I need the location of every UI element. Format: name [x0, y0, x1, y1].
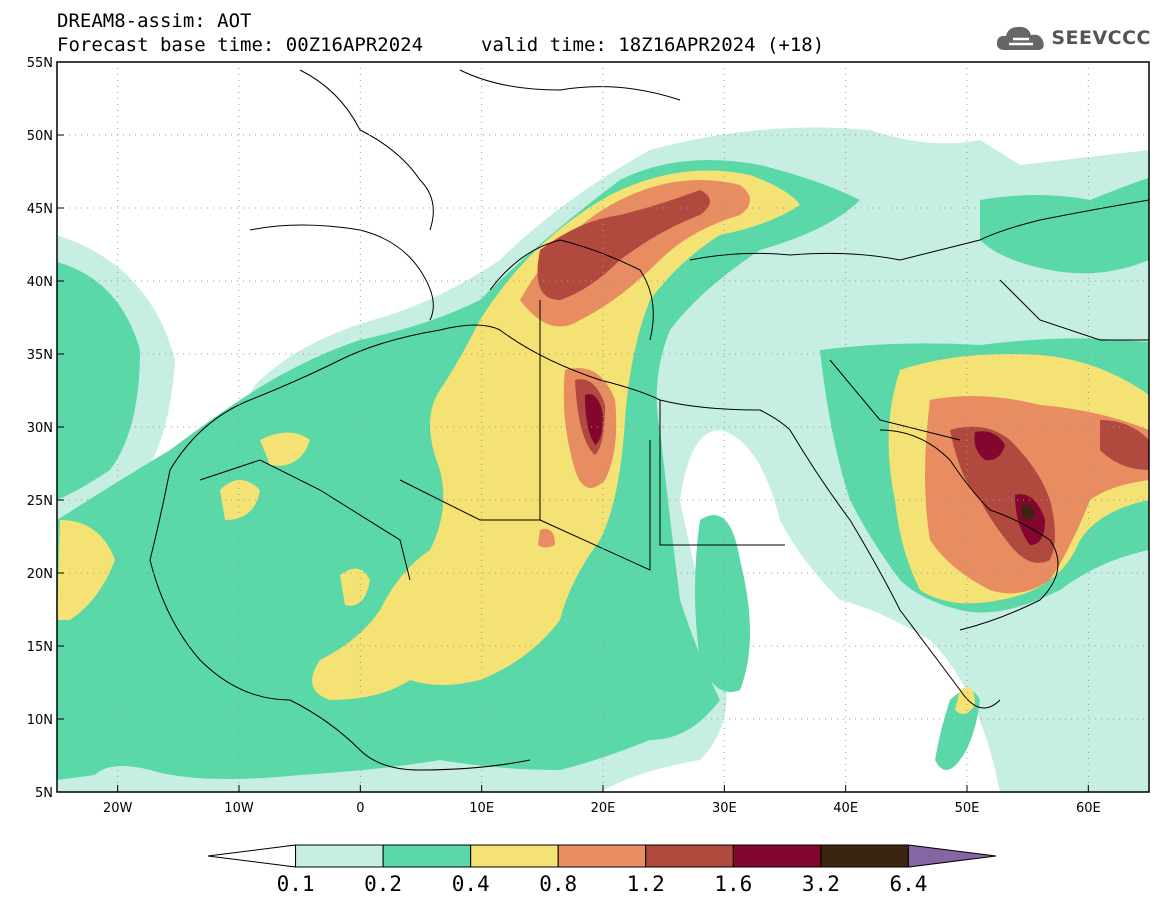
- colorbar-label: 1.6: [714, 872, 752, 896]
- lon-tick-label: 60E: [1076, 801, 1101, 816]
- logo-text: SEEVCCC: [1051, 27, 1151, 49]
- lon-tick-label: 20W: [103, 801, 133, 816]
- time-info: Forecast base time: 00Z16APR2024 valid ti…: [57, 34, 824, 56]
- aot-level-3.2: [1022, 504, 1035, 520]
- colorbar-label: 0.1: [277, 872, 315, 896]
- coastlines: [149, 69, 1149, 771]
- lat-tick-label: 50N: [27, 129, 53, 144]
- valid-time: valid time: 18Z16APR2024 (+18): [481, 34, 825, 56]
- lat-tick-label: 45N: [27, 202, 53, 217]
- lat-tick-label: 35N: [27, 348, 53, 363]
- base-time: Forecast base time: 00Z16APR2024: [57, 34, 424, 56]
- lat-tick-label: 30N: [27, 421, 53, 436]
- colorbar-swatch: [470, 844, 559, 868]
- lat-tick-label: 25N: [27, 494, 53, 509]
- colorbar-swatch: [207, 844, 297, 868]
- lon-tick-label: 40E: [833, 801, 858, 816]
- lon-tick-label: 20E: [591, 801, 616, 816]
- lon-tick-label: 10W: [224, 801, 254, 816]
- colorbar: 0.1 0.2 0.4 0.8 1.2 1.6 3.2 6.4: [207, 844, 997, 896]
- colorbar-swatch: [645, 844, 734, 868]
- cloud-icon: [997, 26, 1045, 50]
- colorbar-swatch: [382, 844, 472, 868]
- longitude-axis: 20W 10W 0 10E 20E 30E 40E 50E 60E: [103, 785, 1101, 816]
- colorbar-swatch: [907, 844, 997, 868]
- colorbar-label: 0.8: [539, 872, 577, 896]
- lon-tick-label: 0: [356, 801, 364, 816]
- colorbar-swatch: [295, 844, 384, 868]
- lon-tick-label: 30E: [712, 801, 737, 816]
- seevccc-logo: SEEVCCC: [995, 22, 1151, 54]
- gridlines: [57, 62, 1149, 792]
- lat-tick-label: 20N: [27, 567, 53, 582]
- colorbar-label: 3.2: [802, 872, 840, 896]
- lat-tick-label: 40N: [27, 275, 53, 290]
- lat-tick-label: 15N: [27, 640, 53, 655]
- colorbar-label: 0.4: [452, 872, 490, 896]
- lon-tick-label: 10E: [469, 801, 494, 816]
- lat-tick-label: 55N: [27, 56, 53, 71]
- product-title: DREAM8-assim: AOT: [57, 10, 252, 32]
- colorbar-label: 6.4: [889, 872, 927, 896]
- latitude-axis: 55N 50N 45N 40N 35N 30N 25N 20N 15N 10N 5N: [27, 56, 64, 801]
- lon-tick-label: 50E: [955, 801, 980, 816]
- colorbar-label: 0.2: [364, 872, 402, 896]
- colorbar-swatch: [732, 844, 822, 868]
- lat-tick-label: 10N: [27, 713, 53, 728]
- colorbar-swatch: [820, 844, 909, 868]
- colorbar-swatch: [557, 844, 647, 868]
- lat-tick-label: 5N: [35, 786, 53, 801]
- colorbar-label: 1.2: [627, 872, 665, 896]
- aot-level-1.2: [537, 190, 1149, 563]
